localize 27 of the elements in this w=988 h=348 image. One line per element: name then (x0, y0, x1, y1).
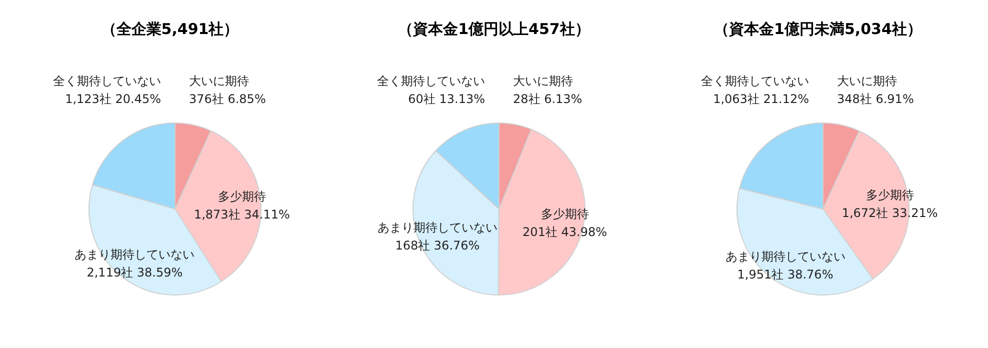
slice-label: 多少期待 (218, 189, 266, 204)
data-label: 376社 6.85% (189, 92, 266, 106)
slice-label: 大いに期待 (189, 74, 249, 88)
slice-label: 多少期待 (540, 207, 589, 222)
data-label: 168社 36.76% (395, 238, 480, 253)
slice-label: あまり期待していない (725, 249, 846, 264)
chart-title: （資本金1億円以上457社） (397, 19, 591, 40)
slice-label: 全く期待していない (377, 74, 485, 88)
data-label: 1,063社 21.12% (713, 92, 809, 106)
slice-label: あまり期待していない (74, 248, 195, 262)
chart-title: （全企業5,491社） (100, 19, 240, 40)
slice-label: あまり期待していない (377, 220, 498, 235)
data-label: 1,951社 38.76% (737, 267, 834, 282)
data-label: 60社 13.13% (408, 92, 485, 106)
slice-label: 全く期待していない (701, 74, 809, 88)
chart-title: （資本金1億円未満5,034社） (713, 19, 923, 40)
data-label: 1,672社 33.21% (842, 206, 938, 220)
data-label: 348社 6.91% (837, 92, 914, 106)
slice-label: 多少期待 (866, 188, 914, 202)
slice-label: 全く期待していない (53, 74, 161, 88)
slice-label: 大いに期待 (837, 74, 897, 88)
data-label: 2,119社 38.59% (86, 266, 183, 280)
data-label: 201社 43.98% (522, 225, 608, 240)
data-label: 1,873社 34.11% (194, 207, 290, 222)
data-label: 1,123社 20.45% (65, 92, 161, 106)
slice-label: 大いに期待 (513, 74, 573, 88)
data-label: 28社 6.13% (513, 92, 582, 106)
